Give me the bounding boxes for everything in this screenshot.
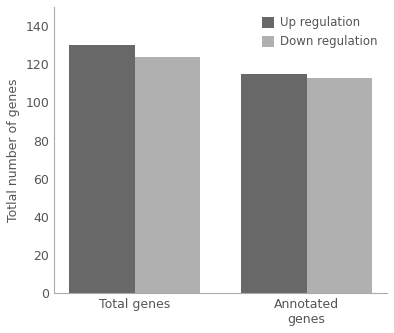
Y-axis label: Totlal number of genes: Totlal number of genes — [7, 78, 20, 222]
Bar — [241, 74, 307, 293]
Bar — [69, 45, 135, 293]
Legend: Up regulation, Down regulation: Up regulation, Down regulation — [259, 13, 381, 52]
Bar — [135, 57, 200, 293]
Bar — [307, 78, 372, 293]
